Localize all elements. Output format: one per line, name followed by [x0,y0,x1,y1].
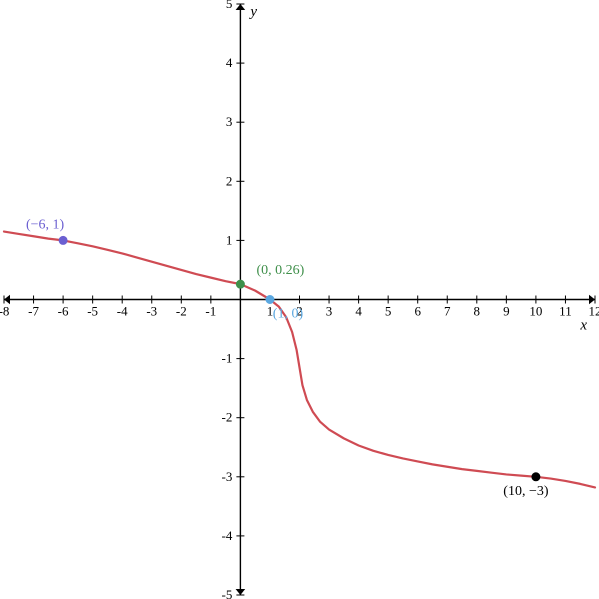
x-tick-label: -2 [176,304,187,319]
annotated-point [59,236,67,244]
annotated-point [236,280,244,288]
point-label: (1, 0) [273,307,304,322]
x-tick-label: 11 [559,304,572,319]
x-axis-label: x [579,318,587,334]
x-tick-label: 6 [414,304,421,319]
y-tick-label: 4 [226,55,233,70]
x-tick-label: -6 [58,304,69,319]
y-tick-label: -2 [222,410,233,425]
y-tick-label: -3 [222,469,233,484]
x-tick-label: 8 [474,304,481,319]
point-label: (−6, 1) [26,217,65,232]
x-tick-label: -7 [28,304,39,319]
x-tick-label: 7 [444,304,451,319]
x-tick-label: 4 [355,304,362,319]
x-tick-label: -8 [0,304,9,319]
y-tick-label: -4 [222,528,233,543]
x-tick-label: -5 [87,304,98,319]
annotated-point [532,473,540,481]
chart-svg: -8-7-6-5-4-3-2-1123456789101112-5-4-3-2-… [0,0,599,599]
x-tick-label: 12 [589,304,599,319]
y-tick-label: -5 [222,587,233,599]
y-tick-label: 5 [226,0,233,11]
x-tick-label: 3 [326,304,333,319]
y-tick-label: 3 [226,114,233,129]
x-tick-label: -4 [117,304,128,319]
point-label: (0, 0.26) [256,263,304,278]
y-tick-label: 2 [226,173,233,188]
y-axis-label: y [248,4,257,20]
x-tick-label: -3 [146,304,157,319]
annotated-point [266,296,274,304]
y-tick-label: -1 [222,351,233,366]
x-tick-label: 5 [385,304,392,319]
x-tick-label: -1 [205,304,216,319]
y-tick-label: 1 [226,232,233,247]
point-label: (10, −3) [503,484,549,499]
coordinate-chart: -8-7-6-5-4-3-2-1123456789101112-5-4-3-2-… [0,0,599,599]
x-tick-label: 10 [529,304,542,319]
x-tick-label: 9 [503,304,510,319]
